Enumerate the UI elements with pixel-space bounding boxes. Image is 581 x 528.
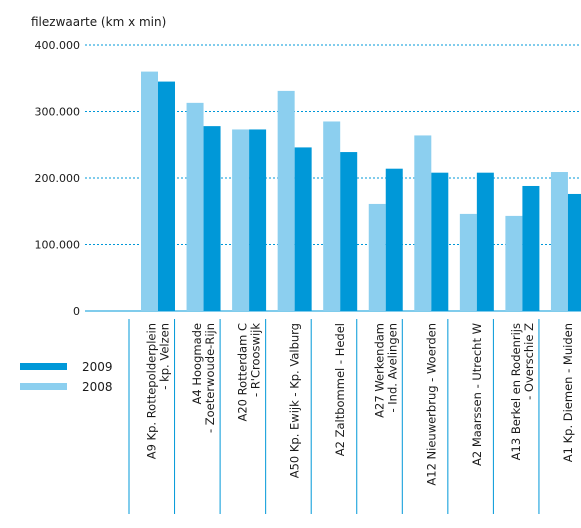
bar-2008 — [550, 172, 568, 311]
y-axis-label: filezwaarte (km x min) — [31, 15, 166, 29]
y-tick-label: 100.000 — [35, 239, 81, 252]
x-tick-label: A27 Werkendam — [372, 323, 386, 418]
x-tick-label: A1 Kp. Diemen - Muiden — [561, 323, 575, 462]
x-tick-label: A2 Maarssen - Utrecht W — [470, 323, 484, 466]
bar-2009 — [340, 152, 358, 311]
legend-label-2009: 2009 — [82, 360, 113, 374]
x-tick-label: A2 Zaltbommel - Hedel — [333, 323, 347, 456]
bar-2008 — [368, 203, 386, 311]
bar-2009 — [476, 172, 494, 311]
x-tick-label: A9 Kp. Rottepolderplein — [145, 323, 159, 459]
legend-swatch-2009 — [20, 363, 67, 370]
y-tick-label: 200.000 — [35, 172, 81, 185]
bar-2008 — [414, 135, 432, 311]
bar-2009 — [158, 81, 175, 311]
bar-2009 — [567, 193, 581, 311]
x-tick-label: - kp. Velzen — [158, 323, 172, 390]
y-tick-label: 400.000 — [35, 39, 81, 52]
bar-2008 — [186, 102, 204, 311]
x-tick-label: A50 Kp. Ewijk - Kp. Valburg — [288, 323, 302, 478]
x-axis-labels: A9 Kp. Rottepolderplein - kp. Velzen A4 Ho… — [128, 319, 575, 514]
bar-2009 — [431, 172, 449, 311]
bar-2009 — [249, 129, 267, 311]
legend: 2009 2008 — [20, 360, 113, 394]
x-tick-label: A4 Hoogmade — [190, 323, 204, 404]
bar-2008 — [505, 215, 523, 311]
x-tick-label: A13 Berkel en Rodenrijs — [509, 323, 523, 460]
bar-2008 — [323, 121, 341, 311]
x-tick-label: A20 Rotterdam C — [236, 323, 250, 422]
bar-2008 — [277, 90, 295, 311]
x-tick-label: - Overschie Z — [522, 323, 536, 400]
bar-2009 — [203, 126, 221, 311]
y-tick-label: 0 — [73, 305, 80, 318]
legend-label-2008: 2008 — [82, 380, 113, 394]
x-tick-label: A12 Nieuwerbrug - Woerden — [424, 323, 438, 486]
x-tick-label: - R'Crooswijk — [249, 323, 263, 397]
bar-2008 — [459, 213, 477, 311]
legend-swatch-2008 — [20, 383, 67, 390]
x-tick-label: - Zoeterwoude-Rijn — [203, 323, 217, 433]
bar-2008 — [232, 129, 250, 311]
bar-2008 — [141, 71, 158, 311]
bar-2009 — [522, 185, 540, 311]
bar-2009 — [385, 168, 403, 311]
y-axis-ticks: 0 100.000 200.000 300.000 400.000 — [35, 39, 81, 318]
bars — [141, 71, 581, 311]
x-tick-label: - Ind. Avelingen — [385, 323, 399, 413]
y-tick-label: 300.000 — [35, 106, 81, 119]
bar-2009 — [294, 147, 312, 311]
